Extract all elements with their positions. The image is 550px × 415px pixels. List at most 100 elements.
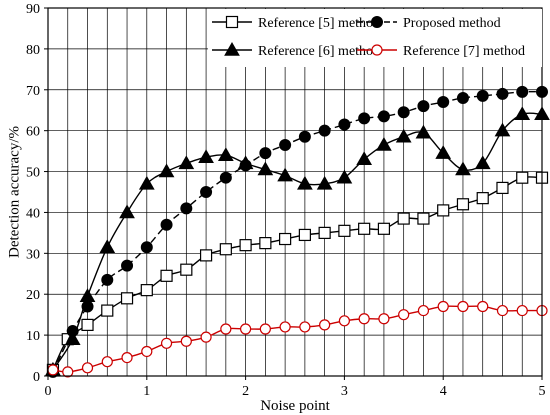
y-tick-label: 60 [26,125,40,140]
data-point [455,161,471,176]
legend-entry-3: Reference [6] method [212,41,380,59]
y-tick-label: 80 [26,43,40,58]
data-point [298,130,311,143]
data-point [219,243,232,256]
data-point [516,85,529,98]
data-point [158,163,175,178]
data-point [101,356,113,368]
data-point [180,202,193,215]
data-point [99,239,116,253]
grid [47,7,543,377]
data-point [318,226,331,239]
data-point [417,212,430,225]
data-point [279,138,292,151]
data-point [121,352,133,364]
data-point [316,175,333,190]
data-point [259,237,272,250]
data-point [377,222,391,235]
data-point [474,155,491,170]
legend-entry-4: Reference [7] method [357,44,525,59]
data-point [437,96,450,109]
x-tick-label: 2 [242,384,249,399]
data-point [101,273,114,286]
data-point [456,198,470,211]
data-point [219,171,232,184]
data-point [456,91,469,104]
x-tick-label: 5 [539,384,546,399]
data-point [62,366,74,378]
data-point [160,269,173,282]
y-tick-label: 70 [26,84,40,99]
data-point [338,118,351,131]
data-point [180,263,193,276]
data-point [279,232,292,246]
data-point [358,222,371,235]
data-point [121,259,134,272]
data-point [477,300,489,313]
data-point [338,224,351,237]
data-point [514,106,531,121]
legend-label: Reference [7] method [403,44,525,59]
data-point [138,175,155,190]
data-point [160,218,173,231]
data-point [358,112,371,125]
data-point [199,249,213,262]
plot-frame [47,7,543,377]
legend-entry-1: Reference [5] method [212,15,380,31]
data-point [237,155,254,170]
legend-marker [371,44,383,56]
y-tick-label: 40 [26,206,40,221]
data-point [217,147,234,161]
y-tick-label: 30 [26,247,40,262]
data-point [376,136,392,151]
legend-entry-2: Proposed method [357,16,501,31]
y-tick-label: 0 [33,370,40,385]
data-point [297,175,313,190]
data-point [79,288,96,303]
data-point [476,89,489,102]
data-point [437,204,450,217]
y-tick-label: 50 [26,166,40,181]
data-point [178,155,195,170]
legend-marker [224,41,240,56]
data-point [397,106,410,119]
y-tick-label: 90 [26,2,40,17]
data-point [160,337,173,349]
data-point [516,304,528,317]
data-point [319,319,331,331]
y-tick-label: 20 [26,288,40,303]
data-point [496,181,509,195]
data-point [259,147,272,160]
data-point [397,212,410,225]
data-point [336,169,353,184]
x-tick-label: 1 [143,384,150,399]
y-tick-label: 10 [26,329,40,344]
x-tick-label: 0 [45,384,52,399]
data-point [299,321,311,333]
legend-label: Reference [5] method [258,16,380,31]
data-point [358,313,370,325]
series-1 [46,171,549,376]
legend: Reference [5] method Proposed method Refer… [208,9,542,67]
legend-marker [225,15,239,29]
data-point [259,323,271,335]
series-line [52,90,543,373]
data-point [356,151,373,166]
x-axis-title: Noise point [260,398,330,414]
y-axis-title: Detection accuracy/% [6,126,22,258]
data-point [200,331,212,343]
data-point [257,161,274,176]
data-point [437,300,449,313]
data-point [457,300,469,313]
data-point [338,315,350,327]
legend-label: Proposed method [403,16,501,31]
data-point [496,304,509,317]
x-tick-label: 3 [341,384,348,399]
data-point [279,321,291,333]
data-point [516,171,529,184]
data-point [318,124,331,137]
data-point [476,192,489,205]
x-tick-label: 4 [440,384,447,399]
